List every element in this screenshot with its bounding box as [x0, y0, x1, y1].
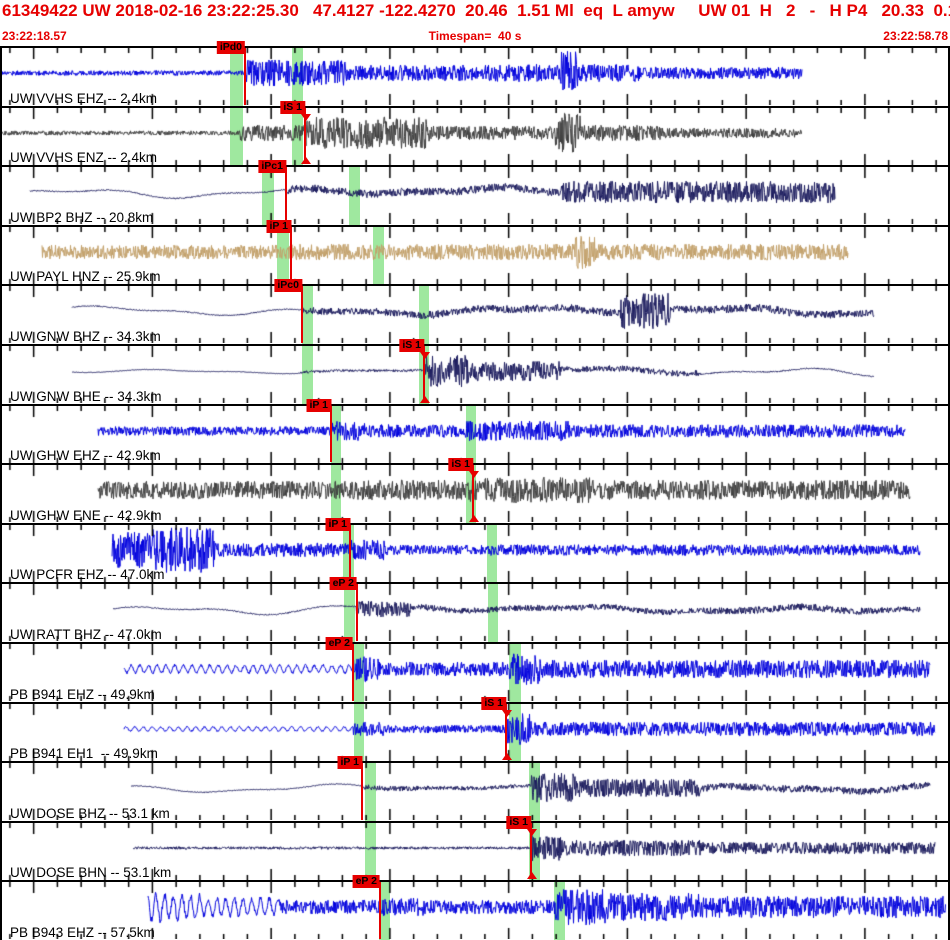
pick-arrow-up-icon	[420, 395, 430, 403]
trace-row[interactable]: eP 2 PB B941 EHZ -- 49.9km	[2, 636, 948, 702]
pick-time-line	[285, 167, 287, 224]
pick-flag[interactable]: iPc0	[274, 279, 302, 293]
pick-flag[interactable]: iP 1	[306, 398, 331, 412]
pick-arrow-down-icon	[469, 471, 479, 479]
waveform-canvas[interactable]	[2, 822, 948, 880]
waveform-canvas[interactable]	[2, 167, 948, 225]
station-label: UW GHW EHZ -- 42.9km	[10, 448, 161, 464]
pick-time-line	[472, 465, 474, 522]
trace-row[interactable]: iP 1 UW PAYL HNZ -- 25.9km	[2, 219, 948, 285]
trace-row[interactable]: iS 1 UW GHW ENE -- 42.9km	[2, 458, 948, 523]
pick-flag[interactable]: iP 1	[325, 517, 350, 531]
pick-time-line	[505, 703, 507, 761]
pick-time-line	[423, 345, 425, 403]
trace-row[interactable]: iS 1 UW DOSE BHN -- 53.1 km	[2, 815, 948, 881]
trace-row[interactable]: iP 1 UW DOSE BHZ -- 53.1 km	[2, 756, 948, 821]
pick-arrow-down-icon	[527, 828, 537, 836]
pick-arrow-down-icon	[301, 113, 311, 121]
station-label: UW GNW BHE -- 34.3km	[10, 388, 162, 404]
trace-row[interactable]: iS 1 PB B941 EH1 -- 49.9km	[2, 696, 948, 762]
pick-flag[interactable]: iS 1	[506, 815, 531, 829]
trace-row[interactable]: iS 1 UW VVHS ENZ -- 2.4km	[2, 100, 948, 166]
trace-row[interactable]: eP 2 UW RATT BHZ -- 47.0km	[2, 577, 948, 642]
pick-flag[interactable]: iS 1	[399, 338, 424, 352]
pick-flag[interactable]: iP 1	[266, 219, 291, 233]
pick-flag[interactable]: iS 1	[280, 100, 305, 114]
station-label: UW BP2 BHZ -- 20.8km	[10, 209, 154, 225]
pick-time-line	[304, 107, 306, 165]
pick-arrow-up-icon	[469, 514, 479, 522]
pick-time-line	[290, 226, 292, 284]
pick-flag[interactable]: iP 1	[337, 756, 362, 770]
pick-time-line	[379, 882, 381, 939]
station-label: UW PAYL HNZ -- 25.9km	[10, 269, 161, 285]
trace-row[interactable]: iPd0 UW VVHS EHZ -- 2.4km	[2, 41, 948, 106]
waveform-canvas[interactable]	[2, 643, 948, 701]
waveform-canvas[interactable]	[2, 286, 948, 344]
waveform-canvas[interactable]	[2, 703, 948, 761]
trace-row[interactable]: iP 1 UW PCFR EHZ -- 47.0km	[2, 517, 948, 583]
pick-arrow-down-icon	[420, 351, 430, 359]
pick-time-line	[244, 48, 246, 105]
pick-arrow-up-icon	[527, 872, 537, 880]
pick-time-line	[361, 763, 363, 820]
pick-arrow-up-icon	[301, 157, 311, 165]
pick-time-line	[301, 286, 303, 343]
waveform-canvas[interactable]	[2, 763, 948, 821]
pick-time-line	[330, 405, 332, 463]
window-start-time: 23:22:18.57	[2, 29, 67, 43]
station-label: UW DOSE BHZ -- 53.1 km	[10, 805, 170, 821]
pick-flag[interactable]: iS 1	[448, 458, 473, 472]
station-label: UW PCFR EHZ -- 47.0km	[10, 567, 165, 583]
waveform-canvas[interactable]	[2, 405, 948, 463]
pick-flag[interactable]: eP 2	[352, 875, 380, 889]
pick-flag[interactable]: eP 2	[329, 577, 357, 591]
trace-row[interactable]: iP 1 UW GHW EHZ -- 42.9km	[2, 398, 948, 464]
pick-time-line	[349, 524, 351, 582]
pick-time-line	[356, 584, 358, 641]
pick-flag[interactable]: iS 1	[481, 696, 506, 710]
waveform-canvas[interactable]	[2, 882, 948, 940]
pick-time-line	[530, 822, 532, 880]
pick-flag[interactable]: iPd0	[216, 41, 245, 54]
station-label: UW RATT BHZ -- 47.0km	[10, 626, 162, 642]
trace-row[interactable]: iS 1 UW GNW BHE -- 34.3km	[2, 338, 948, 404]
waveform-canvas[interactable]	[2, 345, 948, 403]
waveform-canvas[interactable]	[2, 107, 948, 165]
station-label: PB B943 EHZ -- 57.5km	[10, 924, 155, 940]
station-label: UW DOSE BHN -- 53.1 km	[10, 865, 172, 881]
waveform-canvas[interactable]	[2, 48, 948, 105]
pick-flag[interactable]: iPc1	[258, 160, 286, 174]
trace-row[interactable]: eP 2 PB B943 EHZ -- 57.5km	[2, 875, 948, 940]
trace-row[interactable]: iPc1 UW BP2 BHZ -- 20.8km	[2, 160, 948, 225]
pick-arrow-down-icon	[502, 709, 512, 717]
trace-row[interactable]: iPc0 UW GNW BHZ -- 34.3km	[2, 279, 948, 344]
event-header: 61349422 UW 2018-02-16 23:22:25.30 47.41…	[0, 0, 950, 46]
event-summary-line: 61349422 UW 2018-02-16 23:22:25.30 47.41…	[2, 1, 950, 20]
window-end-time: 23:22:58.78	[883, 29, 948, 43]
trace-panel[interactable]: iPd0 UW VVHS EHZ -- 2.4km iS 1 UW VVHS ENZ …	[0, 41, 950, 940]
waveform-canvas[interactable]	[2, 584, 948, 642]
station-label: PB B941 EH1 -- 49.9km	[10, 746, 158, 762]
station-label: UW VVHS EHZ -- 2.4km	[10, 90, 158, 106]
station-label: UW GNW BHZ -- 34.3km	[10, 328, 161, 344]
station-label: UW GHW ENE -- 42.9km	[10, 507, 162, 523]
timespan-label: Timespan= 40 s	[428, 29, 522, 43]
pick-flag[interactable]: eP 2	[325, 636, 353, 650]
station-label: PB B941 EHZ -- 49.9km	[10, 686, 155, 702]
waveform-canvas[interactable]	[2, 524, 948, 582]
pick-arrow-up-icon	[502, 753, 512, 761]
station-label: UW VVHS ENZ -- 2.4km	[10, 150, 158, 166]
pick-time-line	[352, 643, 354, 701]
waveform-canvas[interactable]	[2, 226, 948, 284]
